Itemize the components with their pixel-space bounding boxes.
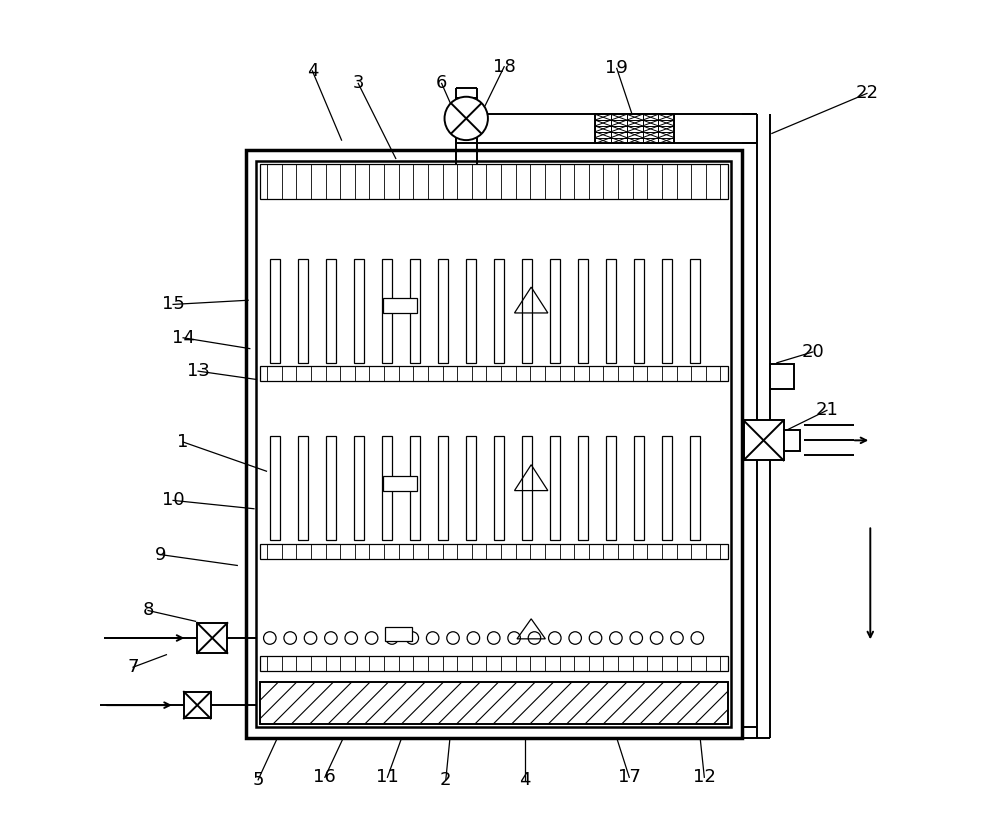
Bar <box>270 259 280 363</box>
Bar <box>385 627 412 641</box>
Text: 21: 21 <box>815 401 838 420</box>
Bar <box>690 436 700 540</box>
Bar <box>260 366 728 381</box>
Text: 8: 8 <box>142 601 154 620</box>
Text: 5: 5 <box>252 771 264 789</box>
Bar <box>270 436 280 540</box>
Bar <box>256 161 731 727</box>
Text: 12: 12 <box>693 768 716 786</box>
Text: 16: 16 <box>313 768 336 786</box>
Bar <box>578 436 588 540</box>
Bar <box>522 436 532 540</box>
Bar <box>298 259 308 363</box>
Bar <box>354 259 364 363</box>
Bar <box>550 259 560 363</box>
Text: 14: 14 <box>172 329 195 347</box>
Bar <box>744 420 784 460</box>
Text: 13: 13 <box>187 362 210 380</box>
Bar <box>326 259 336 363</box>
Text: 4: 4 <box>307 62 318 80</box>
Text: 22: 22 <box>855 84 878 103</box>
Bar <box>184 692 211 718</box>
Text: 3: 3 <box>352 74 364 93</box>
Text: 7: 7 <box>127 658 139 676</box>
Text: 11: 11 <box>376 768 399 786</box>
Bar <box>383 475 417 490</box>
Bar <box>260 544 728 559</box>
Bar <box>410 259 420 363</box>
Bar <box>634 259 644 363</box>
Bar <box>382 436 392 540</box>
Text: 20: 20 <box>801 343 824 361</box>
Text: 1: 1 <box>177 433 189 451</box>
Bar <box>550 436 560 540</box>
Text: 9: 9 <box>155 545 166 564</box>
Bar <box>382 259 392 363</box>
Bar <box>690 259 700 363</box>
Bar <box>197 623 227 653</box>
Circle shape <box>445 97 488 140</box>
Bar <box>522 259 532 363</box>
Bar <box>410 436 420 540</box>
Text: 4: 4 <box>519 771 531 789</box>
Bar <box>260 164 728 199</box>
Bar <box>298 436 308 540</box>
Bar <box>784 430 800 451</box>
Text: 2: 2 <box>440 771 452 789</box>
Text: 10: 10 <box>162 491 184 510</box>
Bar <box>606 259 616 363</box>
Bar <box>466 436 476 540</box>
Bar <box>606 436 616 540</box>
Text: 15: 15 <box>162 295 185 314</box>
Text: 19: 19 <box>605 59 628 78</box>
Text: 17: 17 <box>618 768 641 786</box>
Bar <box>595 114 674 143</box>
Bar <box>354 436 364 540</box>
Bar <box>634 436 644 540</box>
Bar <box>494 259 504 363</box>
Bar <box>578 259 588 363</box>
Bar <box>438 259 448 363</box>
Bar <box>438 436 448 540</box>
Bar <box>383 298 417 313</box>
Text: 6: 6 <box>436 74 447 93</box>
Bar <box>466 259 476 363</box>
Bar <box>260 682 728 724</box>
Bar <box>662 259 672 363</box>
Bar <box>770 364 794 389</box>
Text: 18: 18 <box>493 58 516 76</box>
Bar <box>246 150 742 738</box>
Bar <box>662 436 672 540</box>
Bar <box>456 98 477 143</box>
Bar <box>260 656 728 671</box>
Bar <box>494 436 504 540</box>
Bar <box>326 436 336 540</box>
